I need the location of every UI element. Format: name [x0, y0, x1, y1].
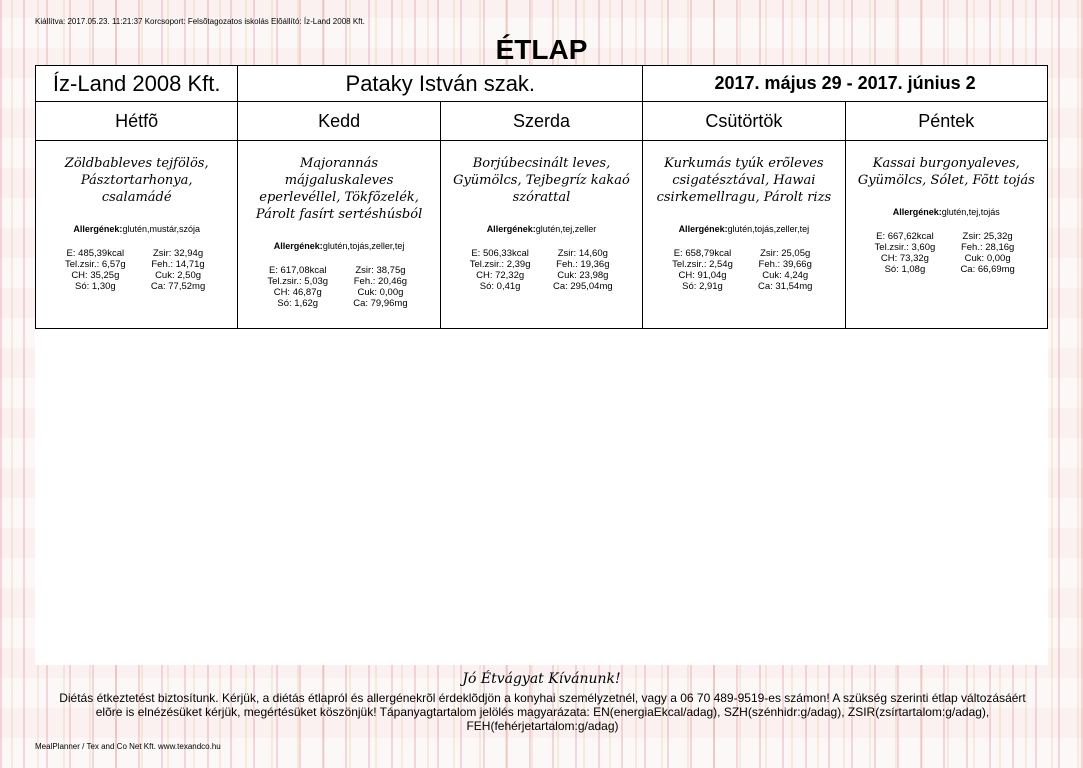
calcium: Ca: 79,96mg: [353, 298, 408, 309]
dish-text: Borjúbecsinált leves, Gyümölcs, Tejbegrí…: [453, 156, 630, 205]
allergen-label: Allergének:: [273, 241, 323, 251]
dish-text: Kurkumás tyúk erõleves csigatésztával, H…: [656, 156, 832, 205]
calcium: Ca: 77,52mg: [150, 281, 206, 292]
fat: Zsir: 25,05g: [760, 248, 811, 259]
dish-text: Kassai burgonyaleves, Gyümölcs, Sólet, F…: [857, 156, 1035, 188]
energy: E: 617,08kcal: [268, 265, 327, 276]
issued-info: Kiállítva: 2017.05.23. 11:21:37 Korcsopo…: [35, 17, 365, 26]
carbohydrate: CH: 72,32g: [476, 270, 525, 281]
saturated-fat: Tel.zsir.: 6,57g: [64, 259, 126, 270]
allergens: Allergének:glutén,tojás,zeller,tej: [238, 241, 439, 251]
day-header: Hétfõ: [34, 101, 239, 141]
salt: Só: 0,41g: [479, 281, 521, 292]
salt: Só: 1,62g: [277, 298, 319, 309]
day-menu-cell: Kurkumás tyúk erõleves csigatésztával, H…: [642, 140, 846, 329]
day-menu-cell: Kassai burgonyaleves, Gyümölcs, Sólet, F…: [844, 140, 1049, 329]
allergen-list: glutén,tojás,zeller,tej: [727, 224, 810, 234]
salt: Só: 1,30g: [75, 281, 116, 292]
nutrition-grid: E: 506,33kcal Zsir: 14,60g Tel.zsir.: 2,3…: [441, 248, 642, 292]
sugar: Cuk: 0,00g: [964, 253, 1011, 264]
day-menu-cell: Borjúbecsinált leves, Gyümölcs, Tejbegrí…: [439, 140, 644, 329]
page-title: ÉTLAP: [495, 34, 588, 65]
menu-sheet: Íz-Land 2008 Kft. Pataky István szak. 20…: [34, 65, 1049, 665]
energy: E: 658,79kcal: [673, 248, 732, 259]
calcium: Ca: 66,69mg: [960, 264, 1015, 275]
nutrition-grid: E: 667,62kcal Zsir: 25,32g Tel.zsir.: 3,6…: [846, 231, 1047, 275]
sugar: Cuk: 0,00g: [357, 287, 404, 298]
day-header: Kedd: [237, 101, 441, 141]
dish-text: Zöldbableves tejfölös, Pásztortarhonya, …: [64, 156, 209, 205]
fat: Zsir: 32,94g: [152, 248, 204, 259]
fat: Zsir: 14,60g: [557, 248, 608, 259]
salt: Só: 1,08g: [884, 264, 926, 275]
carbohydrate: CH: 91,04g: [678, 270, 727, 281]
calcium: Ca: 31,54mg: [758, 281, 813, 292]
energy: E: 485,39kcal: [66, 248, 125, 259]
day-header: Péntek: [844, 101, 1049, 141]
energy: E: 667,62kcal: [876, 231, 934, 242]
saturated-fat: Tel.zsir.: 2,39g: [469, 259, 531, 270]
carbohydrate: CH: 73,32g: [880, 253, 929, 264]
saturated-fat: Tel.zsir.: 2,54g: [672, 259, 733, 270]
protein: Feh.: 19,36g: [556, 259, 610, 270]
sugar: Cuk: 23,98g: [557, 270, 609, 281]
protein: Feh.: 20,46g: [353, 276, 408, 287]
company-name: Íz-Land 2008 Kft.: [34, 65, 239, 102]
saturated-fat: Tel.zsir.: 3,60g: [874, 242, 936, 253]
allergen-label: Allergének:: [73, 224, 123, 234]
allergens: Allergének:glutén,tej,tojás: [846, 207, 1047, 217]
energy: E: 506,33kcal: [471, 248, 529, 259]
greeting: Jó Étvágyat Kívánunk!: [462, 671, 621, 687]
allergen-label: Allergének:: [486, 224, 536, 234]
protein: Feh.: 39,66g: [758, 259, 812, 270]
allergens: Allergének:glutén,tojás,zeller,tej: [643, 224, 844, 234]
nutrition-grid: E: 485,39kcal Zsir: 32,94g Tel.zsir.: 6,5…: [36, 248, 237, 292]
day-menu-cell: Zöldbableves tejfölös, Pásztortarhonya, …: [34, 140, 239, 329]
fat: Zsir: 38,75g: [355, 265, 406, 276]
day-header: Csütörtök: [642, 101, 846, 141]
nutrition-grid: E: 658,79kcal Zsir: 25,05g Tel.zsir.: 2,5…: [643, 248, 844, 292]
allergen-list: glutén,mustár,szója: [122, 224, 200, 234]
sugar: Cuk: 2,50g: [155, 270, 202, 281]
allergen-list: glutén,tej,zeller: [535, 224, 597, 234]
carbohydrate: CH: 46,87g: [273, 287, 322, 298]
date-range: 2017. május 29 - 2017. június 2: [642, 65, 1048, 102]
allergens: Allergének:glutén,mustár,szója: [36, 224, 237, 234]
nutrition-grid: E: 617,08kcal Zsir: 38,75g Tel.zsir.: 5,0…: [238, 265, 439, 309]
dish-text: Majorannás májgaluskaleves eperlevéllel,…: [255, 156, 423, 222]
footer-note: Diétás étkeztetést biztosítunk. Kérjük, …: [59, 691, 1026, 733]
protein: Feh.: 28,16g: [960, 242, 1015, 253]
menu-table: Íz-Land 2008 Kft. Pataky István szak. 20…: [34, 65, 1049, 329]
carbohydrate: CH: 35,25g: [71, 270, 120, 281]
saturated-fat: Tel.zsir.: 5,03g: [267, 276, 329, 287]
salt: Só: 2,91g: [682, 281, 723, 292]
allergen-label: Allergének:: [678, 224, 728, 234]
allergen-label: Allergének:: [892, 207, 942, 217]
day-menu-cell: Majorannás májgaluskaleves eperlevéllel,…: [237, 140, 441, 329]
fat: Zsir: 25,32g: [962, 231, 1013, 242]
credit: MealPlanner / Tex and Co Net Kft. www.te…: [35, 742, 221, 751]
allergen-list: glutén,tej,tojás: [941, 207, 1000, 217]
sugar: Cuk: 4,24g: [762, 270, 809, 281]
day-header: Szerda: [439, 101, 644, 141]
school-name: Pataky István szak.: [237, 65, 644, 102]
protein: Feh.: 14,71g: [151, 259, 205, 270]
calcium: Ca: 295,04mg: [552, 281, 613, 292]
allergen-list: glutén,tojás,zeller,tej: [322, 241, 405, 251]
allergens: Allergének:glutén,tej,zeller: [441, 224, 642, 234]
